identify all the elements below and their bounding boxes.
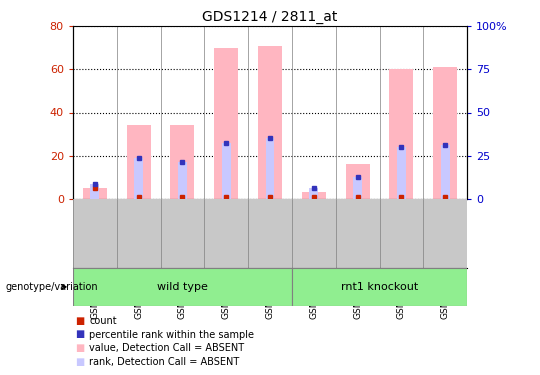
Bar bbox=[90, 184, 99, 199]
Text: value, Detection Call = ABSENT: value, Detection Call = ABSENT bbox=[89, 344, 244, 353]
Bar bbox=[441, 145, 450, 199]
Text: genotype/variation: genotype/variation bbox=[5, 282, 98, 292]
Bar bbox=[258, 46, 282, 199]
Bar bbox=[309, 188, 318, 199]
Text: rnt1 knockout: rnt1 knockout bbox=[341, 282, 418, 292]
Bar bbox=[178, 162, 187, 199]
Bar bbox=[353, 177, 362, 199]
Text: percentile rank within the sample: percentile rank within the sample bbox=[89, 330, 254, 339]
Bar bbox=[397, 147, 406, 199]
Bar bbox=[346, 164, 370, 199]
Bar bbox=[433, 67, 457, 199]
Bar bbox=[214, 48, 238, 199]
Bar bbox=[266, 138, 274, 199]
Text: ■: ■ bbox=[76, 357, 85, 367]
Text: ■: ■ bbox=[76, 330, 85, 339]
Text: ■: ■ bbox=[76, 316, 85, 326]
Bar bbox=[134, 158, 143, 199]
Title: GDS1214 / 2811_at: GDS1214 / 2811_at bbox=[202, 10, 338, 24]
Text: ■: ■ bbox=[76, 344, 85, 353]
Bar bbox=[170, 125, 194, 199]
Bar bbox=[83, 188, 107, 199]
Bar bbox=[73, 268, 292, 306]
Text: count: count bbox=[89, 316, 117, 326]
Bar bbox=[292, 268, 467, 306]
Bar bbox=[302, 192, 326, 199]
Bar bbox=[126, 125, 151, 199]
Text: rank, Detection Call = ABSENT: rank, Detection Call = ABSENT bbox=[89, 357, 239, 367]
Text: wild type: wild type bbox=[157, 282, 208, 292]
Bar bbox=[389, 69, 414, 199]
Bar bbox=[222, 143, 231, 199]
